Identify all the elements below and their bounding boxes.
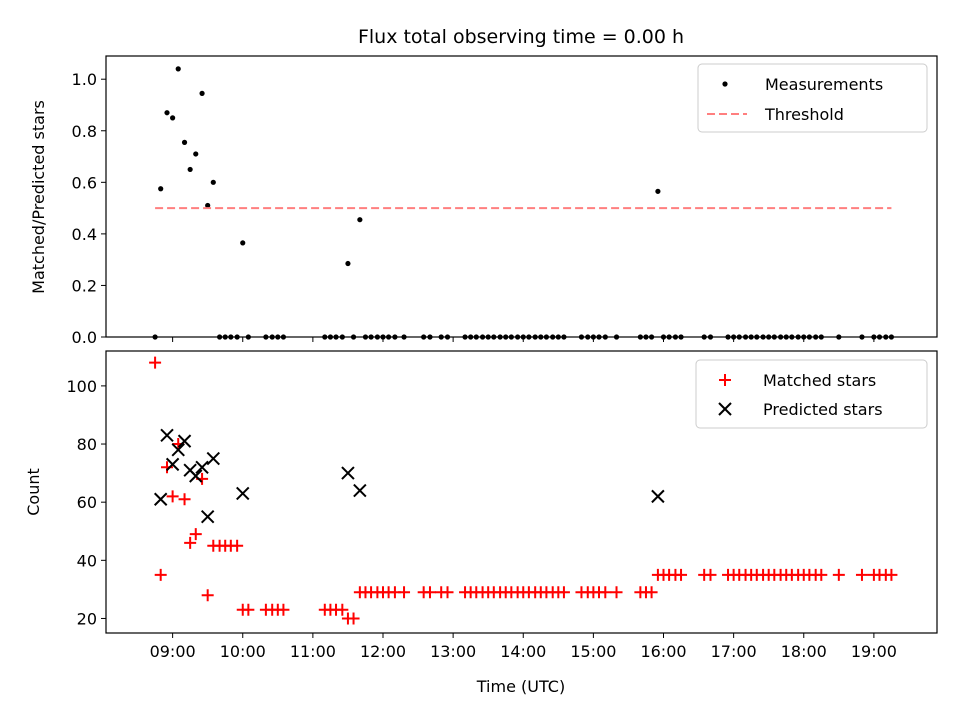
predicted-stars-point bbox=[171, 443, 185, 457]
predicted-stars-point bbox=[165, 457, 180, 472]
matched-stars-point bbox=[347, 612, 360, 625]
matched-stars-point bbox=[189, 528, 202, 541]
bottom-panel-ylabel: Count bbox=[24, 468, 43, 516]
predicted-stars-point bbox=[353, 483, 367, 498]
measurements-point bbox=[181, 139, 188, 145]
matched-stars-point bbox=[398, 586, 411, 599]
x-tick-label: 12:00 bbox=[360, 642, 406, 661]
bottom-panel-frame bbox=[105, 350, 938, 634]
x-tick-label: 17:00 bbox=[711, 642, 757, 661]
x-tick-label: 13:00 bbox=[430, 642, 476, 661]
matched-stars-point bbox=[675, 568, 688, 581]
measurements-point bbox=[240, 240, 246, 246]
legend-matched-label: Matched stars bbox=[763, 371, 876, 390]
y-tick-label: 60 bbox=[77, 493, 97, 512]
matched-stars-point bbox=[149, 356, 162, 369]
x-tick-label: 19:00 bbox=[851, 642, 897, 661]
y-tick-label: 0.8 bbox=[72, 122, 97, 141]
top-panel-title: Flux total observing time = 0.00 h bbox=[358, 26, 684, 48]
matched-stars-point bbox=[441, 586, 454, 599]
x-tick-label: 15:00 bbox=[570, 642, 616, 661]
matched-stars-point bbox=[336, 603, 349, 616]
matched-stars-point bbox=[610, 586, 623, 599]
matched-stars-point bbox=[154, 568, 167, 581]
measurements-point bbox=[175, 66, 181, 72]
measurements-point bbox=[205, 202, 211, 209]
matched-stars-point bbox=[184, 536, 197, 549]
predicted-stars-point bbox=[177, 434, 192, 448]
predicted-stars-point bbox=[341, 466, 355, 480]
matched-stars-point bbox=[166, 490, 179, 503]
matched-stars-point bbox=[231, 539, 244, 552]
predicted-stars-point bbox=[153, 492, 168, 506]
x-tick-label: 18:00 bbox=[781, 642, 827, 661]
x-tick-label: 16:00 bbox=[640, 642, 686, 661]
top-legend: Measurements Threshold bbox=[697, 63, 928, 133]
measurements-point bbox=[210, 179, 216, 185]
x-tick-label: 11:00 bbox=[290, 642, 336, 661]
y-tick-label: 100 bbox=[66, 377, 97, 396]
measurements-point bbox=[158, 186, 164, 192]
y-tick-label: 0.4 bbox=[72, 225, 97, 244]
y-tick-label: 20 bbox=[77, 609, 97, 628]
measurements-point bbox=[199, 90, 205, 96]
measurements-point bbox=[164, 110, 170, 116]
bottom-panel-xlabel: Time (UTC) bbox=[476, 677, 565, 696]
predicted-stars-point bbox=[189, 469, 203, 483]
matched-stars-point bbox=[832, 568, 845, 581]
matched-stars-point bbox=[704, 568, 717, 581]
y-tick-label: 0.6 bbox=[72, 173, 97, 192]
matched-stars-point bbox=[557, 586, 570, 599]
legend-matched-marker bbox=[719, 374, 731, 386]
legend-predicted-marker bbox=[718, 402, 732, 416]
matched-stars-point bbox=[855, 568, 868, 581]
measurements-point bbox=[193, 151, 199, 157]
measurements-point bbox=[357, 217, 363, 223]
x-tick-label: 10:00 bbox=[220, 642, 266, 661]
predicted-stars-point bbox=[651, 489, 665, 504]
measurements-point bbox=[170, 115, 176, 121]
y-tick-label: 0.2 bbox=[72, 276, 97, 295]
legend-predicted-label: Predicted stars bbox=[763, 400, 883, 419]
top-panel-frame bbox=[105, 55, 938, 338]
predicted-stars-point bbox=[160, 428, 174, 443]
y-tick-label: 80 bbox=[77, 435, 97, 454]
matched-stars-point bbox=[885, 568, 898, 581]
predicted-stars-point bbox=[200, 510, 215, 524]
matched-stars-point bbox=[423, 586, 436, 599]
matched-stars-point bbox=[277, 603, 290, 616]
predicted-stars-point bbox=[195, 460, 209, 474]
legend-threshold-label: Threshold bbox=[764, 105, 844, 124]
matched-stars-point bbox=[242, 603, 255, 616]
top-panel-ylabel: Matched/Predicted stars bbox=[29, 100, 48, 294]
measurements-point bbox=[187, 166, 193, 173]
predicted-stars-point bbox=[236, 486, 250, 501]
y-tick-label: 0.0 bbox=[72, 328, 97, 347]
y-tick-label: 40 bbox=[77, 551, 97, 570]
matched-stars-point bbox=[201, 589, 214, 602]
matched-stars-point bbox=[815, 568, 828, 581]
predicted-stars-point bbox=[206, 451, 221, 466]
legend-measurements-label: Measurements bbox=[765, 75, 883, 94]
bottom-legend: Matched stars Predicted stars bbox=[695, 359, 928, 429]
bottom-panel-plot-area: 09:00 10:00 11:00 12:00 13:00 14:00 15:00 16:00… bbox=[66, 356, 898, 661]
matched-stars-point bbox=[178, 493, 191, 506]
matched-stars-point bbox=[599, 586, 612, 599]
legend-measurements-marker bbox=[722, 81, 728, 87]
measurements-point bbox=[655, 188, 661, 194]
measurements-point bbox=[345, 260, 351, 267]
matched-stars-point bbox=[645, 586, 658, 599]
x-tick-label: 09:00 bbox=[150, 642, 196, 661]
x-tick-label: 14:00 bbox=[500, 642, 546, 661]
y-tick-label: 1.0 bbox=[72, 70, 97, 89]
